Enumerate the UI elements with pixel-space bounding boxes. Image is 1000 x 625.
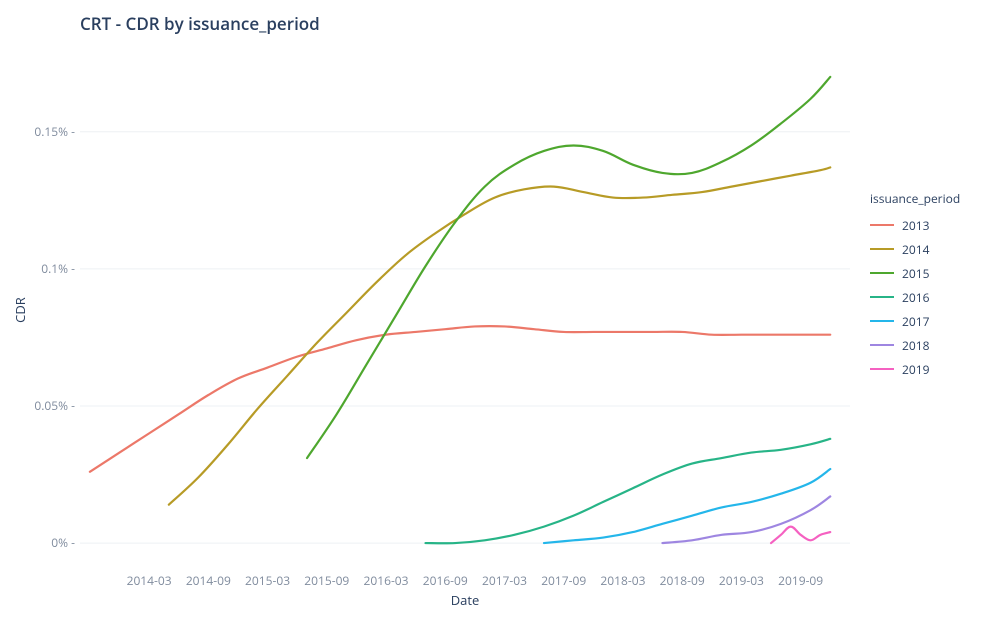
- y-tick-label: 0.05%: [34, 397, 68, 414]
- legend-item-2019[interactable]: 2019: [870, 357, 960, 381]
- legend-label: 2018: [902, 337, 929, 354]
- legend-label: 2016: [902, 289, 929, 306]
- series-2017[interactable]: [544, 469, 830, 543]
- legend-swatch: [870, 272, 894, 274]
- y-tick-dash: -: [71, 123, 75, 140]
- plot-svg[interactable]: 0%-0.05%-0.1%-0.15%-2014-032014-092015-0…: [80, 55, 850, 565]
- legend-label: 2013: [902, 217, 929, 234]
- legend-swatch: [870, 224, 894, 226]
- x-tick-label: 2014-03: [127, 572, 172, 589]
- legend-item-2015[interactable]: 2015: [870, 261, 960, 285]
- legend-item-2016[interactable]: 2016: [870, 285, 960, 309]
- legend-title: issuance_period: [870, 190, 960, 207]
- y-tick-dash: -: [71, 397, 75, 414]
- x-axis-title: Date: [451, 591, 480, 609]
- legend-item-2014[interactable]: 2014: [870, 237, 960, 261]
- chart-container: CRT - CDR by issuance_period 0%-0.05%-0.…: [0, 0, 1000, 625]
- y-axis-title: CDR: [11, 297, 29, 323]
- y-tick-dash: -: [71, 260, 75, 277]
- legend-item-2017[interactable]: 2017: [870, 309, 960, 333]
- legend-label: 2015: [902, 265, 929, 282]
- series-2019[interactable]: [771, 527, 830, 543]
- x-tick-label: 2019-03: [719, 572, 764, 589]
- series-2015[interactable]: [307, 77, 830, 458]
- series-2013[interactable]: [90, 326, 830, 472]
- legend-swatch: [870, 248, 894, 250]
- y-tick-label: 0%: [51, 534, 68, 551]
- legend-swatch: [870, 344, 894, 346]
- x-tick-label: 2019-09: [778, 572, 823, 589]
- x-tick-label: 2016-03: [364, 572, 409, 589]
- legend: issuance_period 2013 2014 2015 2016 2017 2018…: [870, 190, 960, 381]
- legend-item-2013[interactable]: 2013: [870, 213, 960, 237]
- x-tick-label: 2015-03: [245, 572, 290, 589]
- x-tick-label: 2015-09: [304, 572, 349, 589]
- legend-swatch: [870, 296, 894, 298]
- x-tick-label: 2016-09: [423, 572, 468, 589]
- chart-title: CRT - CDR by issuance_period: [80, 12, 320, 35]
- legend-items: 2013 2014 2015 2016 2017 2018 2019: [870, 213, 960, 381]
- x-tick-label: 2017-09: [541, 572, 586, 589]
- legend-label: 2014: [902, 241, 929, 258]
- y-tick-label: 0.15%: [34, 123, 68, 140]
- x-tick-label: 2014-09: [186, 572, 231, 589]
- legend-swatch: [870, 368, 894, 370]
- legend-label: 2017: [902, 313, 929, 330]
- x-tick-label: 2017-03: [482, 572, 527, 589]
- legend-swatch: [870, 320, 894, 322]
- plot-area[interactable]: 0%-0.05%-0.1%-0.15%-2014-032014-092015-0…: [80, 55, 850, 565]
- legend-label: 2019: [902, 361, 929, 378]
- series-2014[interactable]: [169, 167, 830, 504]
- y-tick-dash: -: [71, 534, 75, 551]
- x-tick-label: 2018-03: [600, 572, 645, 589]
- legend-item-2018[interactable]: 2018: [870, 333, 960, 357]
- x-tick-label: 2018-09: [660, 572, 705, 589]
- y-tick-label: 0.1%: [41, 260, 68, 277]
